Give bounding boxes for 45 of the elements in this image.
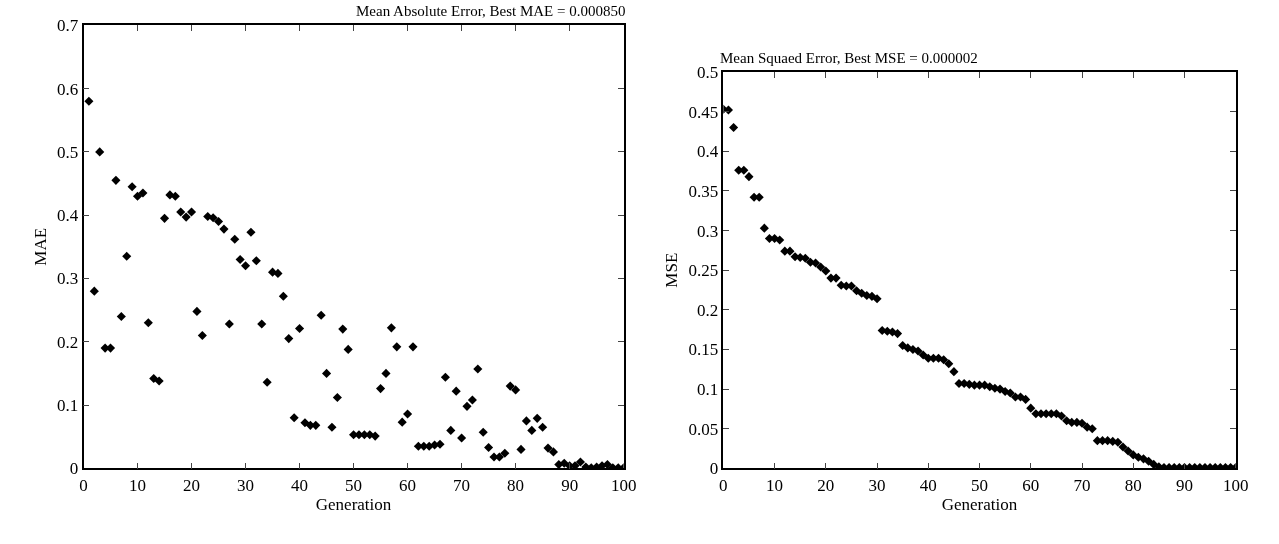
- x-axis-title: Generation: [315, 494, 392, 514]
- y-tick-label: 0.1: [57, 396, 79, 416]
- y-tick-label: 0.05: [688, 419, 719, 439]
- y-axis-title: MAE: [31, 227, 51, 266]
- y-tick-label: 0.35: [688, 181, 719, 201]
- x-tick-label: 30: [237, 475, 255, 495]
- y-tick-label: 0.3: [696, 221, 719, 241]
- x-tick-label: 30: [868, 475, 886, 495]
- x-tick-label: 40: [291, 475, 309, 495]
- x-tick-label: 50: [345, 475, 363, 495]
- chart-title: Mean Absolute Error, Best MAE = 0.000850: [356, 3, 626, 19]
- y-tick-label: 0.6: [57, 79, 79, 99]
- x-tick-label: 90: [561, 475, 579, 495]
- y-tick-label: 0: [69, 459, 79, 479]
- x-tick-label: 80: [1124, 475, 1142, 495]
- y-tick-label: 0.1: [696, 380, 719, 400]
- y-tick-label: 0.3: [57, 269, 79, 289]
- x-tick-label: 60: [1022, 475, 1040, 495]
- y-tick-label: 0.7: [57, 16, 79, 36]
- x-tick-label: 20: [817, 475, 835, 495]
- x-tick-label: 100: [610, 475, 637, 495]
- y-tick-label: 0.2: [696, 300, 719, 320]
- x-tick-label: 20: [183, 475, 201, 495]
- y-tick-label: 0: [709, 459, 719, 479]
- x-tick-label: 70: [453, 475, 471, 495]
- y-tick-label: 0.5: [57, 142, 79, 162]
- x-tick-label: 50: [971, 475, 989, 495]
- x-axis-title: Generation: [941, 494, 1018, 514]
- x-tick-label: 80: [507, 475, 525, 495]
- x-tick-label: 90: [1175, 475, 1193, 495]
- x-tick-label: 40: [919, 475, 937, 495]
- y-tick-label: 0.25: [688, 261, 719, 281]
- y-tick-label: 0.15: [688, 340, 719, 360]
- y-tick-label: 0.45: [688, 102, 719, 122]
- chart-title: Mean Squaed Error, Best MSE = 0.000002: [720, 50, 978, 66]
- x-tick-label: 10: [129, 475, 147, 495]
- y-tick-label: 0.2: [57, 332, 79, 352]
- x-tick-label: 10: [766, 475, 784, 495]
- x-tick-label: 100: [1222, 475, 1249, 495]
- x-tick-label: 70: [1073, 475, 1091, 495]
- y-tick-label: 0.4: [57, 206, 79, 226]
- y-tick-label: 0.5: [696, 62, 719, 82]
- y-tick-label: 0.4: [696, 142, 719, 162]
- x-tick-label: 60: [399, 475, 417, 495]
- y-axis-title: MSE: [662, 252, 682, 288]
